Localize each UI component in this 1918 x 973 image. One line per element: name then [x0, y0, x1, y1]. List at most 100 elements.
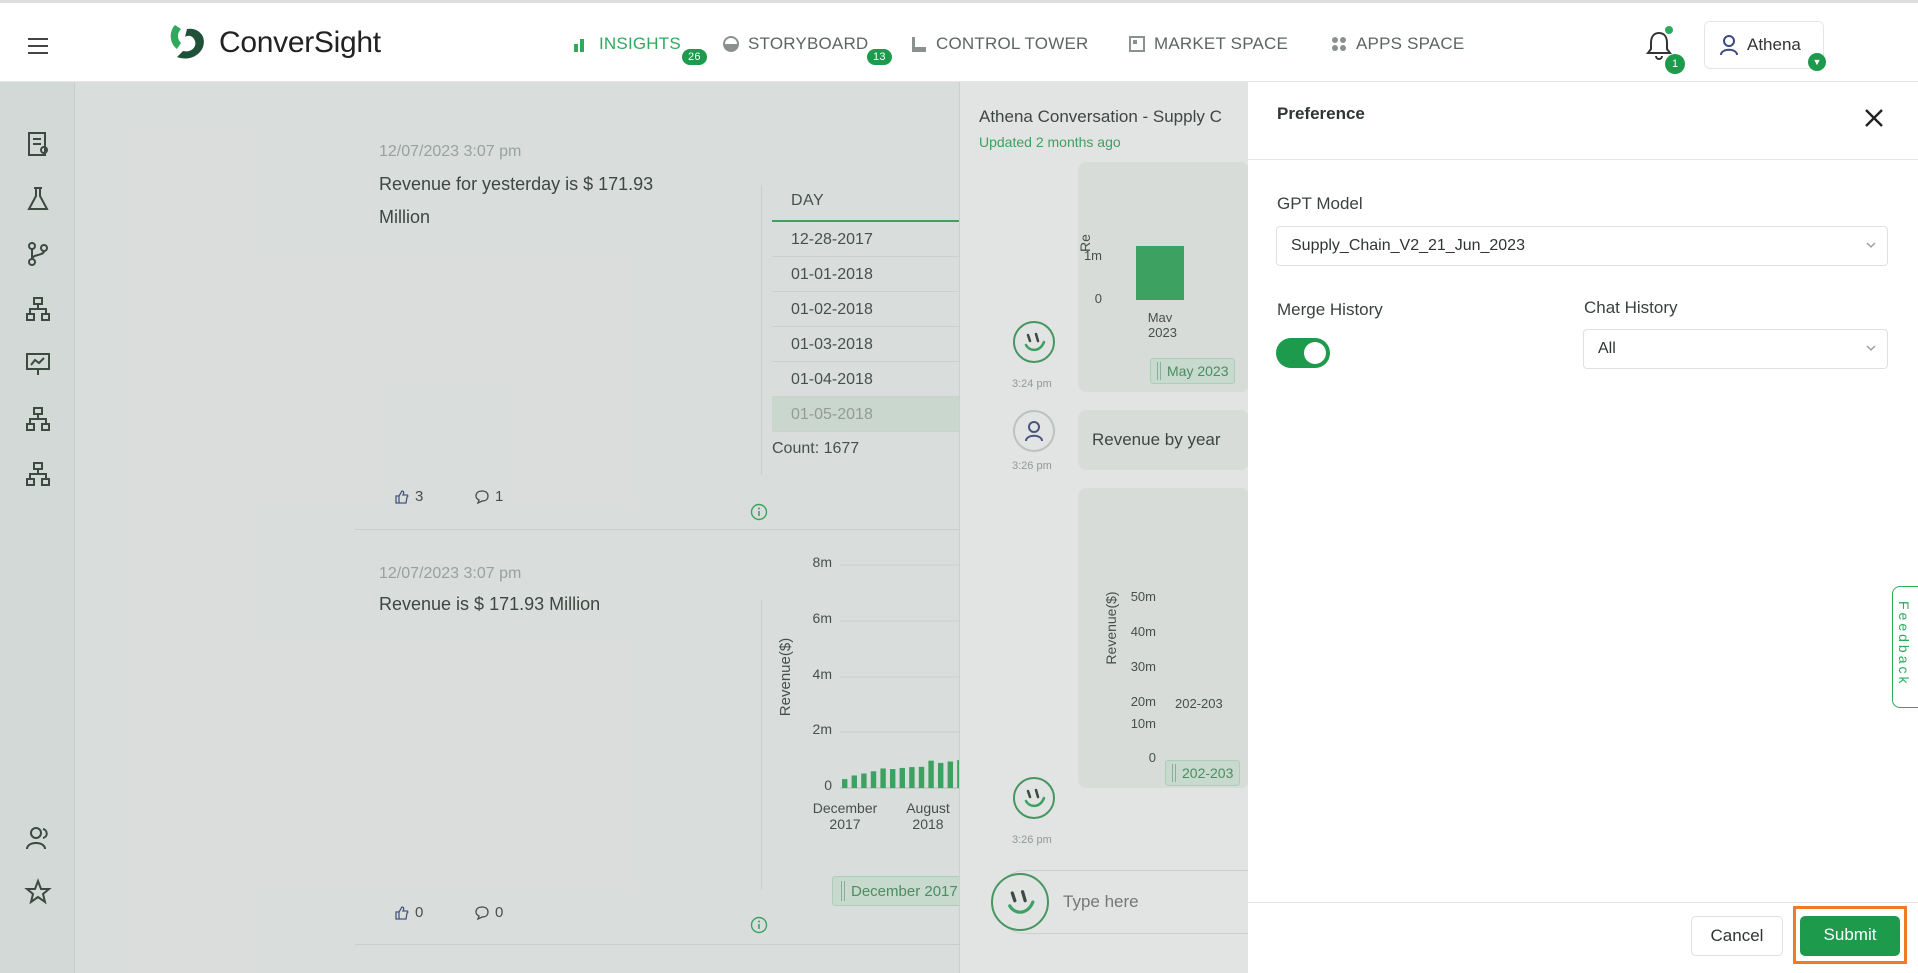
insight-card[interactable]: 12/07/2023 3:07 pm Revenue for yesterday…: [355, 110, 965, 530]
x-tick-label: 202-203: [1175, 696, 1223, 711]
logo[interactable]: ConverSight: [167, 21, 381, 65]
nav-control-tower-label: CONTROL TOWER: [936, 34, 1089, 53]
gpt-model-label: GPT Model: [1277, 194, 1363, 213]
card-divider: [761, 600, 762, 890]
message-time: 3:26 pm: [1012, 460, 1052, 472]
notification-bell-icon[interactable]: [1644, 29, 1674, 61]
conversight-logo-icon: [170, 25, 204, 59]
control-tower-icon: [912, 37, 926, 52]
insight-text: Revenue for yesterday is $ 171.93: [379, 174, 654, 194]
nav-insights[interactable]: INSIGHTS 26: [573, 31, 707, 65]
hierarchy-icon-2[interactable]: [24, 405, 52, 433]
slider-label: May 2023: [1167, 363, 1229, 379]
chart-bar: [880, 768, 886, 788]
bot-face-icon: [1008, 890, 1035, 914]
slider-handle[interactable]: [1157, 362, 1161, 380]
presentation-icon[interactable]: [24, 350, 52, 378]
feedback-label: Feedback: [1896, 601, 1912, 687]
notification-count-badge: 1: [1665, 54, 1685, 74]
preference-footer: Cancel Submit: [1248, 902, 1918, 973]
cancel-button[interactable]: Cancel: [1691, 916, 1783, 956]
flask-icon[interactable]: [24, 185, 52, 213]
feedback-tab[interactable]: Feedback: [1892, 586, 1918, 708]
table-row: 01-02-2018: [772, 292, 1072, 327]
insight-text-line2: Million: [379, 207, 431, 227]
y-tick-label: 0: [1148, 750, 1156, 765]
thumbs-up-icon: [395, 489, 409, 504]
conversation-updated: Updated 2 months ago: [979, 134, 1121, 150]
market-space-icon: [1129, 36, 1145, 52]
nav-market-space[interactable]: MARKET SPACE: [1128, 31, 1288, 57]
revenue-bar-chart: 8m 6m 4m 2m 0 Revenue($) December 2017 A…: [777, 554, 965, 832]
table-row: 01-01-2018: [772, 257, 1072, 292]
slider-handle[interactable]: [841, 881, 845, 901]
branch-icon[interactable]: [24, 240, 52, 268]
y-axis-label: Revenue($): [777, 638, 794, 716]
merge-history-label: Merge History: [1277, 300, 1383, 319]
date-range-slider[interactable]: May 2023: [1150, 358, 1236, 384]
slider-handle[interactable]: [1172, 764, 1176, 782]
y-tick-label: 0: [824, 777, 832, 793]
hamburger-menu-icon[interactable]: [22, 30, 54, 62]
y-tick-label: 2m: [813, 721, 832, 737]
chart-bar: [909, 767, 915, 788]
merge-history-toggle[interactable]: [1276, 338, 1330, 368]
y-tick-label: 4m: [813, 666, 832, 682]
users-icon[interactable]: [24, 824, 52, 852]
conversation-panel: Athena Conversation - Supply C Updated 2…: [959, 82, 1249, 973]
chart-bar: [938, 762, 944, 788]
chart-bar: [890, 769, 896, 788]
bar-chart-icon: [574, 39, 584, 52]
user-avatar-icon: [1013, 410, 1055, 452]
insight-text: Revenue is $ 171.93 Million: [379, 594, 601, 614]
submit-button[interactable]: Submit: [1800, 916, 1900, 956]
close-icon[interactable]: [1862, 106, 1886, 130]
y-tick-label: 50m: [1131, 589, 1156, 604]
user-name: Athena: [1747, 35, 1801, 54]
x-tick-label: May: [1148, 310, 1173, 322]
storyboard-count-badge: 13: [867, 49, 892, 65]
gpt-model-select[interactable]: Supply_Chain_V2_21_Jun_2023: [1276, 226, 1888, 266]
chat-input-container: [991, 870, 1249, 934]
top-header: ConverSight INSIGHTS 26 STORYBOARD 13 CO…: [0, 0, 1918, 82]
comment-button[interactable]: 1: [475, 488, 503, 505]
date-range-slider[interactable]: December 2017: [832, 876, 967, 906]
y-tick-label: 40m: [1131, 624, 1156, 639]
info-icon[interactable]: [750, 503, 768, 521]
insight-timestamp: 12/07/2023 3:07 pm: [379, 565, 522, 582]
comment-icon: [475, 489, 489, 504]
bot-mic-avatar-icon[interactable]: [991, 873, 1049, 931]
like-button[interactable]: 3: [395, 488, 423, 505]
table-row: 01-03-2018: [772, 327, 1072, 362]
nav-control-tower[interactable]: CONTROL TOWER: [910, 31, 1088, 57]
nav-apps-space[interactable]: APPS SPACE: [1330, 31, 1464, 57]
report-icon[interactable]: [24, 130, 52, 158]
chat-history-select[interactable]: All: [1583, 329, 1888, 369]
user-dropdown-icon[interactable]: ▼: [1808, 53, 1826, 71]
insight-card[interactable]: 12/07/2023 3:07 pm Revenue is $ 171.93 M…: [355, 530, 965, 945]
user-menu-button[interactable]: Athena: [1704, 21, 1824, 69]
chat-input[interactable]: [1063, 889, 1243, 915]
chart-bar: [947, 761, 953, 788]
table-count: Count: 1677: [772, 440, 860, 457]
info-icon[interactable]: [750, 916, 768, 934]
bot-face-icon: [1024, 332, 1046, 352]
preference-title: Preference: [1277, 104, 1365, 123]
y-tick-label: 0: [1095, 291, 1102, 306]
y-tick-label: 6m: [813, 610, 832, 626]
y-axis-label: Re: [1078, 234, 1093, 252]
comment-button[interactable]: 0: [475, 904, 503, 921]
user-message-bubble: Revenue by year: [1078, 410, 1249, 470]
hierarchy-icon[interactable]: [24, 295, 52, 323]
submit-highlight: [1793, 906, 1907, 964]
like-button[interactable]: 0: [395, 904, 423, 921]
hierarchy-icon-3[interactable]: [24, 460, 52, 488]
chart-bar: [842, 779, 848, 788]
star-icon[interactable]: [24, 878, 52, 906]
x-tick-label: December: [813, 800, 878, 816]
thumbs-up-icon: [395, 905, 409, 920]
bot-avatar-icon: [1013, 321, 1055, 363]
nav-storyboard[interactable]: STORYBOARD 13: [722, 31, 892, 65]
year-range-slider[interactable]: 202-203: [1165, 760, 1241, 786]
chart-bar: [851, 775, 857, 788]
